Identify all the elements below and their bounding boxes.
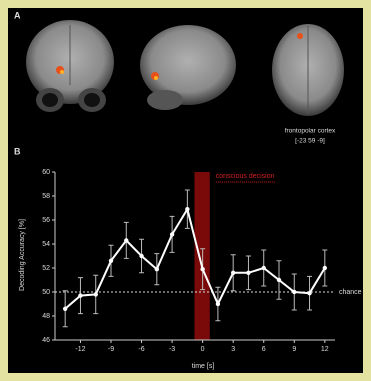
data-point [216,302,220,306]
data-point [185,207,189,211]
data-point [124,238,128,242]
data-point [78,293,82,297]
panel-label: A [14,10,21,20]
data-point [262,266,266,270]
brain-coronal [26,20,114,112]
data-point [155,267,159,271]
y-tick-label: 48 [42,313,50,320]
x-tick-label: -3 [169,346,175,353]
y-tick-label: 58 [42,193,50,200]
data-point [63,307,67,311]
data-point [139,254,143,258]
coordinates: [-23 59 -9] [295,138,325,145]
x-tick-label: -6 [138,346,144,353]
data-point [246,271,250,275]
y-tick-label: 46 [42,337,50,344]
data-point [231,271,235,275]
decision-label: conscious decision [216,173,275,180]
data-point [277,278,281,282]
chance-label: chance [339,289,362,296]
y-tick-label: 52 [42,265,50,272]
data-point [307,291,311,295]
y-tick-label: 60 [42,169,50,176]
y-tick-label: 50 [42,289,50,296]
x-tick-label: 0 [201,346,205,353]
data-point [94,292,98,296]
data-point [200,267,204,271]
panel-label: B [14,146,21,156]
y-tick-label: 54 [42,241,50,248]
x-tick-label: 12 [321,346,329,353]
caption: frontopolar cortex [285,128,336,135]
data-point [292,290,296,294]
x-tick-label: 9 [292,346,296,353]
page: A frontopolar cortex [-23 59 -9] B time … [0,0,371,381]
brain-axial [272,24,344,116]
figure: A frontopolar cortex [-23 59 -9] B time … [0,0,371,381]
data-point [323,266,327,270]
x-tick-label: 6 [262,346,266,353]
x-tick-label: -12 [75,346,85,353]
y-axis-label: Decoding Accuracy [%] [19,219,26,291]
x-tick-label: -9 [108,346,114,353]
data-point [170,232,174,236]
decision-window [194,172,209,340]
x-axis-label: time [s] [192,363,215,370]
y-tick-label: 56 [42,217,50,224]
x-tick-label: 3 [231,346,235,353]
data-point [109,259,113,263]
